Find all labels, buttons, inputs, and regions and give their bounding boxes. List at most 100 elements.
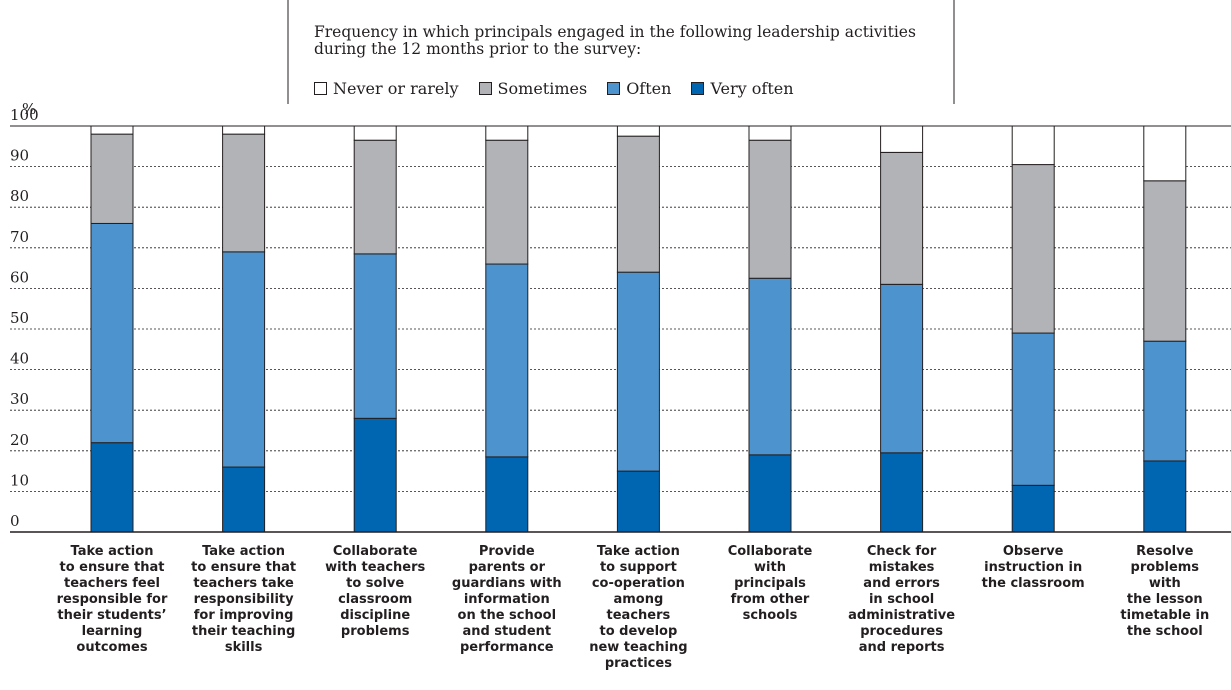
x-category-label-line: Observe <box>1002 544 1064 559</box>
x-category-label-line: with teachers <box>325 560 426 575</box>
x-category-label-line: co-operation <box>591 576 685 591</box>
x-category-label-line: and errors <box>863 576 940 591</box>
x-category-label-line: to support <box>599 560 677 575</box>
x-category-label-line: instruction in <box>984 560 1083 575</box>
bar-segment-never-or-rarely <box>1143 125 1187 182</box>
x-category-label-line: teachers feel <box>63 576 160 591</box>
x-category-label-line: Collaborate <box>727 544 813 559</box>
bar-segment-never-or-rarely <box>1011 125 1055 166</box>
x-category-label-line: and student <box>462 624 552 639</box>
x-category-label-line: their teaching <box>191 624 296 639</box>
x-category-label-line: their students’ <box>57 608 167 623</box>
bar-segment-never-or-rarely <box>485 125 529 141</box>
x-category-label: Collaborate with principals from other schoo… <box>705 544 835 624</box>
x-category-label-line: with <box>754 560 786 575</box>
bar-segment-never-or-rarely <box>353 125 397 141</box>
x-category-label: Take action to support co-operation among te… <box>573 544 703 672</box>
bar-segment-often <box>616 271 660 472</box>
y-tick-label: 40 <box>10 350 29 368</box>
y-tick-label: 80 <box>10 187 29 205</box>
bar-segment-often <box>353 253 397 419</box>
bar-segment-sometimes <box>616 135 660 273</box>
bar-segment-often <box>880 283 924 454</box>
legend-item-very-often: Very often <box>691 79 794 98</box>
bar-segment-very-often <box>880 452 924 533</box>
x-category-label: Check for mistakes and errors in school admi… <box>837 544 967 656</box>
bar-segment-never-or-rarely <box>880 125 924 153</box>
x-category-label-line: from other <box>730 592 810 607</box>
x-category-label-line: schools <box>742 608 798 623</box>
x-category-label-line: parents or <box>468 560 545 575</box>
x-category-label-line: with <box>1148 576 1181 591</box>
legend-swatch-sometimes <box>478 82 492 95</box>
x-category-label-line: timetable in <box>1120 608 1210 623</box>
bar-segment-sometimes <box>222 133 266 253</box>
x-category-label-line: to ensure that <box>191 560 297 575</box>
y-axis-unit-label: % <box>22 100 36 118</box>
y-tick-label: 70 <box>10 228 29 246</box>
x-category-label-line: for improving <box>193 608 294 623</box>
x-category-label-line: responsible for <box>56 592 168 607</box>
bar-segment-often <box>90 222 134 444</box>
x-category-label-line: principals <box>734 576 806 591</box>
x-category-label-line: problems <box>340 624 410 639</box>
bar-segment-very-often <box>90 442 134 533</box>
x-category-label-line: teachers take <box>193 576 294 591</box>
x-category-label-line: Collaborate <box>332 544 418 559</box>
legend-item-sometimes: Sometimes <box>478 79 588 98</box>
x-category-label-line: responsibility <box>193 592 294 607</box>
legend-label-very-often: Very often <box>710 79 794 98</box>
bar-segment-often <box>222 251 266 468</box>
x-category-label-line: information <box>463 592 550 607</box>
bar-segment-sometimes <box>1143 180 1187 342</box>
legend-title: Frequency in which principals engaged in… <box>314 23 916 58</box>
x-category-label-line: performance <box>459 640 554 655</box>
x-category-label-line: Check for <box>866 544 937 559</box>
legend-swatch-very-often <box>691 82 705 95</box>
bar-segment-sometimes <box>485 139 529 265</box>
x-category-label-line: Provide <box>478 544 535 559</box>
x-category-label-line: the school <box>1126 624 1203 639</box>
bar-segment-often <box>748 277 792 456</box>
x-category-label-line: learning <box>81 624 143 639</box>
y-tick-label: 0 <box>10 512 20 530</box>
legend: Frequency in which principals engaged in… <box>288 0 954 104</box>
bar-segment-sometimes <box>748 139 792 279</box>
bar-segment-very-often <box>748 454 792 533</box>
legend-label-never-or-rarely: Never or rarely <box>333 79 459 98</box>
legend-items: Never or rarely Sometimes Often Very oft… <box>314 79 814 98</box>
x-category-label-line: to solve <box>346 576 405 591</box>
x-category-label-line: outcomes <box>76 640 148 655</box>
legend-swatch-never-or-rarely <box>314 82 327 95</box>
x-category-label: Take action to ensure that teachers take re… <box>179 544 309 656</box>
x-category-label: Take action to ensure that teachers feel re… <box>47 544 177 656</box>
x-category-label-line: discipline <box>340 608 411 623</box>
y-tick-label: 60 <box>10 268 29 286</box>
x-category-label-line: procedures <box>860 624 943 639</box>
x-category-label-line: and reports <box>858 640 945 655</box>
bar-segment-often <box>485 263 529 458</box>
x-category-label-line: mistakes <box>868 560 935 575</box>
legend-label-often: Often <box>626 79 672 98</box>
x-category-label-line: to develop <box>599 624 678 639</box>
x-category-label-line: skills <box>224 640 263 655</box>
legend-item-often: Often <box>607 79 671 98</box>
bar-segment-very-often <box>222 466 266 533</box>
bar-segment-very-often <box>1143 460 1187 533</box>
x-category-label-line: the lesson <box>1126 592 1203 607</box>
x-category-label-line: new teaching <box>589 640 688 655</box>
x-category-label-line: teachers <box>606 608 671 623</box>
bar-segment-sometimes <box>353 139 397 255</box>
bar-segment-very-often <box>1011 484 1055 533</box>
legend-label-sometimes: Sometimes <box>497 79 588 98</box>
y-tick-label: 90 <box>10 147 29 165</box>
x-category-label: Provide parents or guardians with informati… <box>442 544 572 656</box>
bar-segment-sometimes <box>880 151 924 285</box>
bar-segment-often <box>1143 340 1187 462</box>
bar-segment-sometimes <box>90 133 134 224</box>
x-category-label-line: the classroom <box>981 576 1085 591</box>
x-category-label-line: Take action <box>596 544 680 559</box>
legend-item-never-or-rarely: Never or rarely <box>314 79 459 98</box>
y-tick-label: 100 <box>10 106 39 124</box>
